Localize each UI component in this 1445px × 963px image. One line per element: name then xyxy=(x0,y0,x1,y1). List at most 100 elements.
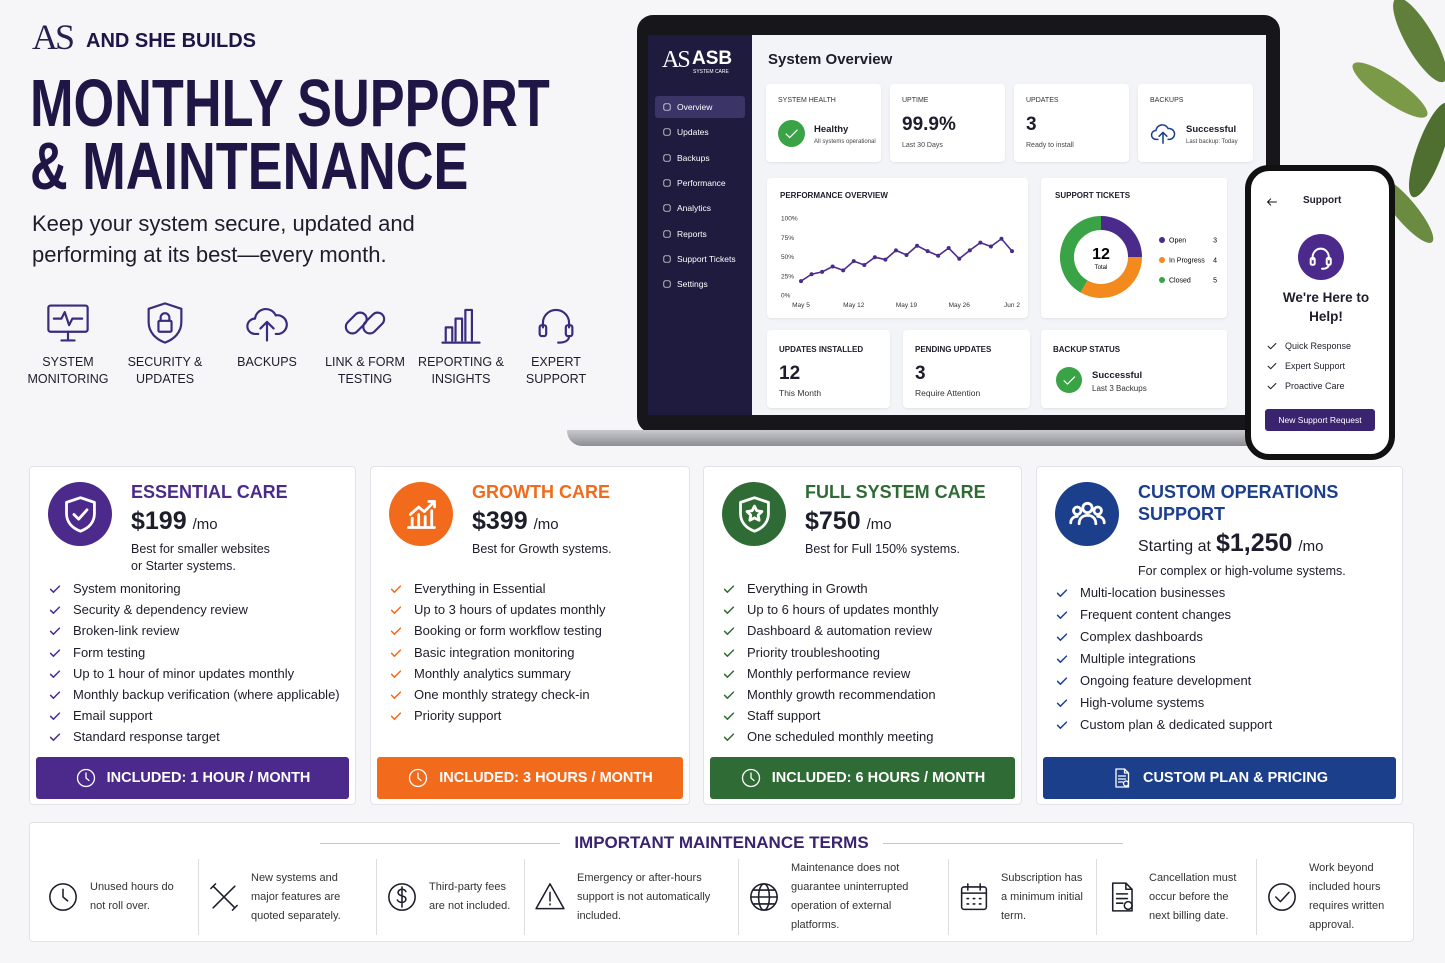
phone-title: Support xyxy=(1303,195,1342,206)
phone: Support We're Here to Help! Quick Response… xyxy=(1245,165,1395,460)
icon xyxy=(246,307,288,342)
plan-feature: Up to 3 hours of updates monthly xyxy=(414,602,606,618)
icon xyxy=(723,606,735,615)
term-item: Subscription has a minimum initial term. xyxy=(948,859,1096,935)
nav-label: Settings xyxy=(677,279,708,290)
term-text: Emergency or after-hours support is not … xyxy=(577,871,711,922)
line xyxy=(800,237,1013,282)
icon xyxy=(344,311,386,335)
divider-line xyxy=(320,842,561,844)
terms-row: Unused hours do not roll over. New system… xyxy=(38,859,1406,935)
plan-price: $750 xyxy=(805,507,861,535)
icon-shape xyxy=(388,883,416,911)
plan-price-prefix: Starting at xyxy=(1138,538,1211,555)
icon-shape xyxy=(62,888,69,902)
stat-note: This Month xyxy=(779,388,822,398)
point xyxy=(988,244,993,249)
icon xyxy=(49,649,61,657)
icon-shape xyxy=(960,886,988,911)
nav-item: Settings xyxy=(655,273,745,295)
stat-label: BACKUPS xyxy=(1150,97,1184,104)
plan-feature: Monthly growth recommendation xyxy=(747,687,936,702)
phone-item: Quick Response xyxy=(1285,341,1352,351)
point xyxy=(809,272,814,277)
icon-shape xyxy=(538,324,548,338)
plan-feature: One monthly strategy check-in xyxy=(414,687,590,702)
legend-value: 3 xyxy=(1213,238,1217,245)
nav-label: Performance xyxy=(677,177,726,188)
plan-feature: Monthly performance review xyxy=(747,665,911,681)
icon-shape xyxy=(1111,882,1133,912)
nav-label: Analytics xyxy=(677,203,712,214)
icon xyxy=(1068,501,1106,525)
plan-unit: /mo xyxy=(866,516,892,533)
nav-item: Updates xyxy=(655,121,745,143)
term-text: Cancellation must occur before the next … xyxy=(1149,871,1237,922)
feature-label: EXPERT SUPPORT xyxy=(525,355,587,386)
icon-shape xyxy=(1268,883,1296,911)
feature-label: REPORTING & INSIGHTS xyxy=(418,355,504,386)
nav-item: Reports xyxy=(655,223,745,245)
icon xyxy=(1056,677,1068,685)
icon xyxy=(1056,589,1068,597)
icon-shape xyxy=(663,179,671,187)
stat-label: UPDATES INSTALLED xyxy=(779,345,864,354)
icon xyxy=(1268,883,1296,911)
term-text: Subscription has a minimum initial term. xyxy=(1001,871,1083,922)
point xyxy=(967,248,972,253)
point xyxy=(925,249,930,254)
sidebar: AS ASB SYSTEM CARE Overview Updates Backups Pe… xyxy=(648,35,752,415)
icon-shape xyxy=(64,495,96,533)
icon-shape xyxy=(663,128,671,136)
icon xyxy=(723,691,735,699)
x-tick-label: May 5 xyxy=(792,302,810,309)
chart-title: SUPPORT TICKETS xyxy=(1055,191,1131,200)
icon-shape xyxy=(390,606,402,615)
point xyxy=(872,255,877,260)
icon-shape xyxy=(72,507,88,521)
dash-card: UPTIME 99.9% Last 30 Days xyxy=(890,84,1005,162)
icon-shape xyxy=(76,768,95,788)
plan-price-row: $399/mo xyxy=(472,507,680,536)
legend-value: 5 xyxy=(1213,278,1217,285)
divider-line xyxy=(882,842,1123,844)
stat-label: BACKUP STATUS xyxy=(1053,345,1121,354)
plan-card: ESSENTIAL CARE $199/mo Best for smaller we… xyxy=(29,466,356,805)
point xyxy=(936,253,941,258)
plan-unit: /mo xyxy=(1298,538,1324,555)
icon-shape xyxy=(49,585,61,593)
icon xyxy=(49,712,61,721)
point xyxy=(978,240,983,245)
plan-text: CUSTOM OPERATIONS SUPPORT Starting at $1,2… xyxy=(1138,481,1393,580)
icon xyxy=(1150,124,1176,144)
point xyxy=(946,246,951,251)
point xyxy=(904,252,909,257)
term-item: Cancellation must occur before the next … xyxy=(1096,859,1256,935)
nav-label: Reports xyxy=(677,228,707,239)
stat-label: SYSTEM HEALTH xyxy=(778,97,836,104)
icon xyxy=(750,883,778,911)
phone-heading: We're Here to Help! xyxy=(1282,290,1370,324)
icon-shape xyxy=(396,886,407,908)
phone-item: Proactive Care xyxy=(1285,381,1345,391)
icon-shape xyxy=(1056,721,1068,729)
icon xyxy=(663,103,671,111)
plan-feature: Broken-link review xyxy=(73,623,180,639)
point xyxy=(893,248,898,253)
nav-label: Backups xyxy=(677,152,710,163)
plan-feature: Up to 6 hours of updates monthly xyxy=(747,602,939,618)
icon-shape xyxy=(750,772,755,782)
icon-shape xyxy=(390,670,402,678)
icon xyxy=(1056,611,1068,619)
laptop-screen: AS ASB SYSTEM CARE Overview Updates Backups Pe… xyxy=(648,35,1266,415)
plan-feature: One scheduled monthly meeting xyxy=(747,729,934,745)
plan-feature: Priority support xyxy=(414,708,502,724)
term-item: New systems and major features are quote… xyxy=(198,859,376,935)
icon-shape xyxy=(1267,198,1277,206)
stat-value: Healthy xyxy=(814,124,849,135)
icon-shape xyxy=(1123,900,1133,911)
nav-item: Overview xyxy=(655,96,745,118)
point xyxy=(799,279,803,284)
icon-shape xyxy=(564,324,574,338)
